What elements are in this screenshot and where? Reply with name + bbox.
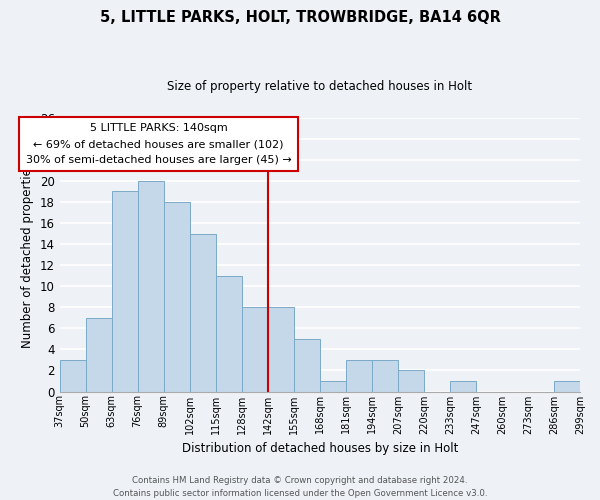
Bar bbox=[372, 360, 398, 392]
Y-axis label: Number of detached properties: Number of detached properties bbox=[21, 162, 34, 348]
Bar bbox=[215, 276, 242, 392]
Title: Size of property relative to detached houses in Holt: Size of property relative to detached ho… bbox=[167, 80, 472, 93]
Text: 5, LITTLE PARKS, HOLT, TROWBRIDGE, BA14 6QR: 5, LITTLE PARKS, HOLT, TROWBRIDGE, BA14 … bbox=[100, 10, 500, 25]
Text: Contains HM Land Registry data © Crown copyright and database right 2024.
Contai: Contains HM Land Registry data © Crown c… bbox=[113, 476, 487, 498]
Bar bbox=[398, 370, 424, 392]
Bar bbox=[346, 360, 372, 392]
Bar bbox=[242, 308, 268, 392]
Bar bbox=[450, 381, 476, 392]
Text: 5 LITTLE PARKS: 140sqm
← 69% of detached houses are smaller (102)
30% of semi-de: 5 LITTLE PARKS: 140sqm ← 69% of detached… bbox=[26, 124, 291, 164]
Bar bbox=[190, 234, 215, 392]
Bar bbox=[294, 339, 320, 392]
Bar bbox=[554, 381, 580, 392]
Bar bbox=[137, 181, 164, 392]
Bar bbox=[112, 192, 137, 392]
Bar bbox=[320, 381, 346, 392]
Bar bbox=[59, 360, 86, 392]
Bar bbox=[164, 202, 190, 392]
X-axis label: Distribution of detached houses by size in Holt: Distribution of detached houses by size … bbox=[182, 442, 458, 455]
Bar bbox=[268, 308, 294, 392]
Bar bbox=[86, 318, 112, 392]
